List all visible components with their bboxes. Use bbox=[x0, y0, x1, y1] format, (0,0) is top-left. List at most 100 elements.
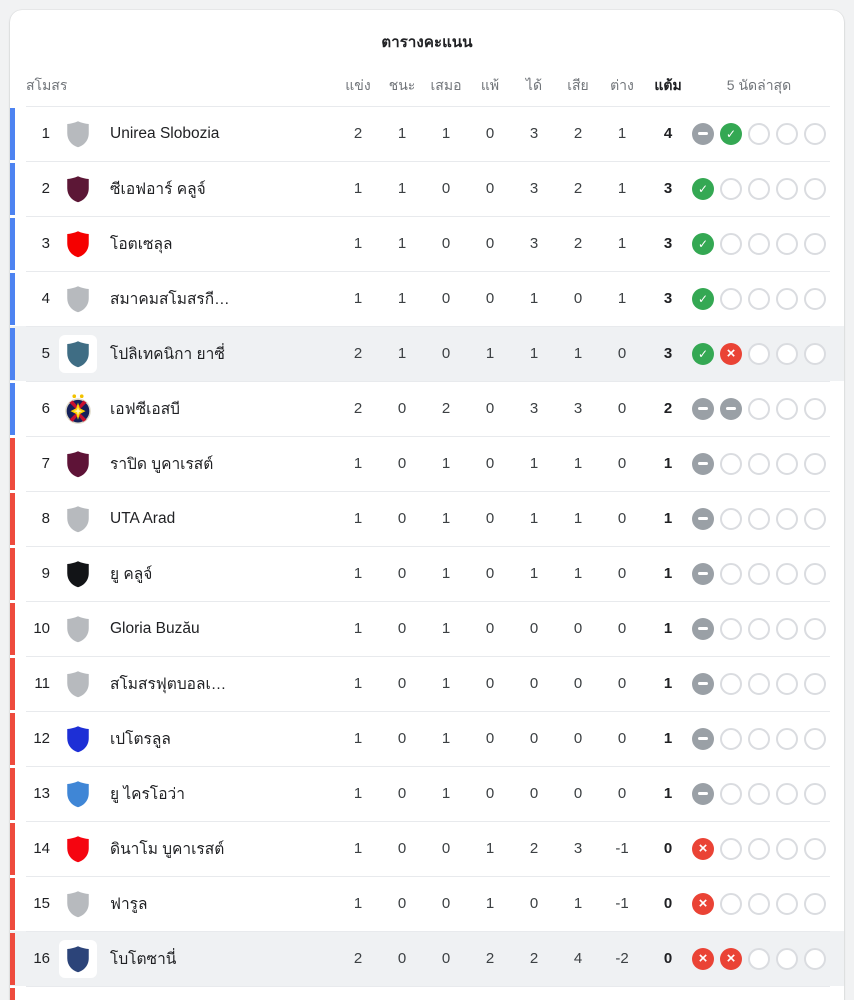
form-draw-icon bbox=[692, 397, 714, 420]
stat-goals-against: 0 bbox=[573, 675, 583, 692]
standings-row[interactable]: 4 สมาคมสโมสรกี… 1 1 0 0 1 0 1 3 bbox=[10, 271, 844, 326]
stat-drawn: 0 bbox=[441, 840, 451, 857]
stat-played: 1 bbox=[353, 840, 363, 857]
team-name: สมาคมสโมสรกี… bbox=[110, 291, 230, 308]
badge-box bbox=[56, 772, 100, 816]
stat-lost: 2 bbox=[485, 950, 495, 967]
rank-number: 12 bbox=[33, 730, 50, 747]
stat-goals-for: 3 bbox=[529, 125, 539, 142]
stat-goals-for: 1 bbox=[529, 290, 539, 307]
stat-played: 1 bbox=[353, 785, 363, 802]
standings-row[interactable]: 10 Gloria Buzău 1 0 1 0 0 0 0 1 bbox=[10, 601, 844, 656]
shield-icon bbox=[67, 450, 89, 477]
form-cell bbox=[692, 507, 844, 530]
zone-indicator bbox=[10, 988, 15, 1000]
form-empty-icon bbox=[804, 947, 826, 970]
stat-goals-against: 0 bbox=[573, 785, 583, 802]
stat-points: 3 bbox=[663, 235, 673, 252]
stat-played: 2 bbox=[353, 400, 363, 417]
column-header-last5: 5 นัดล่าสุด bbox=[726, 77, 792, 93]
stat-goal-diff: 0 bbox=[617, 510, 627, 527]
standings-row[interactable]: 14 ดินาโม บูคาเรสต์ 1 0 0 1 2 3 -1 0 bbox=[10, 821, 844, 876]
stat-goal-diff: 1 bbox=[617, 125, 627, 142]
club-cell: 4 สมาคมสโมสรกี… bbox=[10, 277, 336, 321]
standings-row[interactable]: 2 ซีเอฟอาร์ คลูจ์ 1 1 0 0 3 2 1 3 bbox=[10, 161, 844, 216]
form-empty-icon bbox=[748, 672, 770, 695]
stat-drawn: 0 bbox=[441, 290, 451, 307]
standings-row[interactable]: 15 ฟารูล 1 0 0 1 0 1 -1 0 bbox=[10, 876, 844, 931]
standings-row[interactable]: 13 ยู ไครโอว่า 1 0 1 0 0 0 0 1 bbox=[10, 766, 844, 821]
standings-row[interactable]: 7 ราปิด บูคาเรสต์ 1 0 1 0 1 1 0 1 bbox=[10, 436, 844, 491]
standings-row[interactable]: 5 โปลิเทคนิกา ยาซี่ 2 1 0 1 1 1 0 3 bbox=[10, 326, 844, 381]
stat-played: 1 bbox=[353, 895, 363, 912]
club-cell: 3 โอตเซลุล bbox=[10, 222, 336, 266]
form-cell bbox=[692, 122, 844, 145]
stat-goal-diff: -1 bbox=[615, 840, 629, 857]
club-cell: 15 ฟารูล bbox=[10, 882, 336, 926]
team-name: ฟารูล bbox=[110, 896, 148, 913]
team-badge bbox=[59, 500, 97, 538]
rank-number: 6 bbox=[41, 400, 50, 417]
form-empty-icon bbox=[748, 782, 770, 805]
form-empty-icon bbox=[748, 837, 770, 860]
standings-row[interactable]: 9 ยู คลูจ์ 1 0 1 0 1 1 0 1 bbox=[10, 546, 844, 601]
shield-icon bbox=[67, 340, 89, 367]
badge-box bbox=[56, 607, 100, 651]
form-empty-icon bbox=[748, 947, 770, 970]
form-empty-icon bbox=[748, 507, 770, 530]
form-cell bbox=[692, 727, 844, 750]
standings-row[interactable]: 16 โบโตซานี่ 2 0 0 2 2 4 -2 0 bbox=[10, 931, 844, 986]
standings-row[interactable]: 8 UTA Arad 1 0 1 0 1 1 0 1 bbox=[10, 491, 844, 546]
zone-indicator bbox=[10, 437, 15, 490]
rank-number: 4 bbox=[41, 290, 50, 307]
standings-row[interactable]: 12 เปโตรลูล 1 0 1 0 0 0 0 1 bbox=[10, 711, 844, 766]
club-cell: 10 Gloria Buzău bbox=[10, 607, 336, 651]
stat-won: 1 bbox=[397, 290, 407, 307]
team-badge bbox=[59, 610, 97, 648]
stat-won: 1 bbox=[397, 345, 407, 362]
form-loss-icon bbox=[692, 837, 714, 860]
form-draw-icon bbox=[720, 397, 742, 420]
standings-title: ตารางคะแนน bbox=[381, 34, 473, 51]
rank-number: 13 bbox=[33, 785, 50, 802]
rank-number: 9 bbox=[41, 565, 50, 582]
column-header-goals-against: เสีย bbox=[567, 77, 589, 93]
stat-goal-diff: -2 bbox=[615, 950, 629, 967]
team-name: โบโตซานี่ bbox=[110, 951, 177, 968]
team-name: ดินาโม บูคาเรสต์ bbox=[110, 841, 225, 858]
club-cell: 2 ซีเอฟอาร์ คลูจ์ bbox=[10, 167, 336, 211]
stat-goals-against: 0 bbox=[573, 730, 583, 747]
stat-goals-against: 1 bbox=[573, 565, 583, 582]
club-cell: 1 Unirea Slobozia bbox=[10, 112, 336, 156]
stat-goal-diff: 1 bbox=[617, 180, 627, 197]
stat-points: 1 bbox=[663, 675, 673, 692]
shield-icon bbox=[67, 780, 89, 807]
stat-points: 1 bbox=[663, 620, 673, 637]
form-empty-icon bbox=[804, 122, 826, 145]
stat-goals-for: 0 bbox=[529, 675, 539, 692]
form-cell bbox=[692, 672, 844, 695]
stat-points: 0 bbox=[663, 840, 673, 857]
form-empty-icon bbox=[748, 727, 770, 750]
standings-row[interactable]: 3 โอตเซลุล 1 1 0 0 3 2 1 3 bbox=[10, 216, 844, 271]
team-name: ยู คลูจ์ bbox=[110, 566, 153, 583]
zone-indicator bbox=[10, 767, 15, 820]
standings-row[interactable]: 1 Unirea Slobozia 2 1 1 0 3 2 1 4 bbox=[10, 106, 844, 161]
form-empty-icon bbox=[720, 287, 742, 310]
zone-indicator bbox=[10, 822, 15, 875]
stat-won: 0 bbox=[397, 455, 407, 472]
standings-row[interactable]: 11 สโมสรฟุตบอลเ… 1 0 1 0 0 0 0 1 bbox=[10, 656, 844, 711]
stat-goals-against: 0 bbox=[573, 620, 583, 637]
form-empty-icon bbox=[776, 892, 798, 915]
form-empty-icon bbox=[776, 947, 798, 970]
form-draw-icon bbox=[692, 507, 714, 530]
shield-icon bbox=[67, 670, 89, 697]
rank-number: 2 bbox=[41, 180, 50, 197]
club-cell: 16 โบโตซานี่ bbox=[10, 937, 336, 981]
standings-row[interactable]: 6 เอฟซีเอสบี 2 0 2 0 3 3 0 2 bbox=[10, 381, 844, 436]
stat-goal-diff: 0 bbox=[617, 345, 627, 362]
form-empty-icon bbox=[748, 452, 770, 475]
stat-goals-against: 1 bbox=[573, 895, 583, 912]
stat-lost: 0 bbox=[485, 290, 495, 307]
stat-points: 1 bbox=[663, 565, 673, 582]
